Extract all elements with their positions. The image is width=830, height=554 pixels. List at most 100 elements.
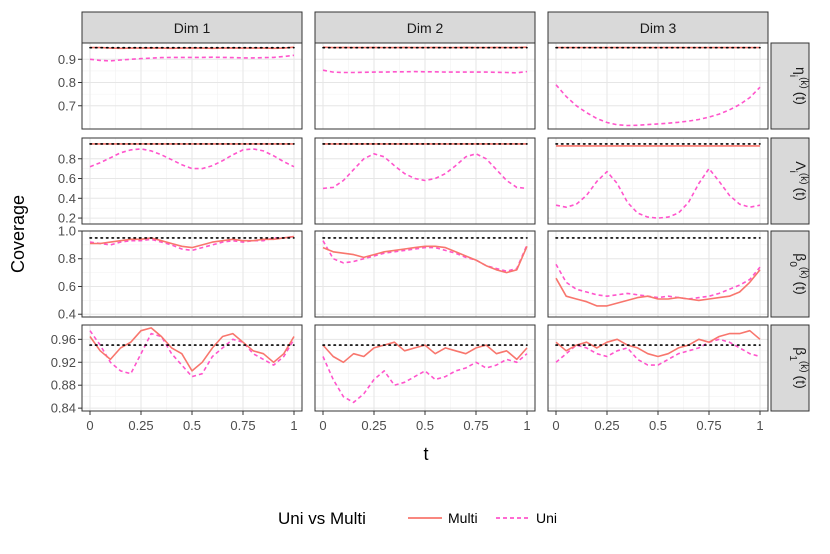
panel-border: [314, 230, 536, 318]
facet-strip-row-label: β1(k) (t): [788, 347, 810, 389]
facet-strip-col-bg: [81, 11, 303, 44]
x-tick-label: 0.5: [649, 418, 667, 433]
facet-panel: 0.2 0.4 0.6 0.8: [58, 137, 303, 226]
facet-panel: [314, 230, 536, 318]
x-tick-label: 1: [290, 418, 297, 433]
x-tick-label: 1: [523, 418, 530, 433]
y-tick-label: 0.84: [51, 401, 76, 416]
y-tick-label: 0.7: [58, 98, 76, 113]
x-tick-label: 0: [319, 418, 326, 433]
facet-strip-row-argument: (t): [793, 282, 809, 295]
x-tick-label: 0.75: [463, 418, 488, 433]
facet-strip-col-label: Dim 3: [640, 20, 677, 36]
facet-strip-row-label: β0(k) (t): [788, 253, 810, 295]
facet-strip-row-symbol: β: [793, 253, 809, 261]
facet-strip-col-label: Dim 2: [407, 20, 444, 36]
facet-strip-row-subscript: 0: [788, 261, 799, 267]
facet-strip-row-superscript: (k): [799, 173, 810, 185]
series-line-uni: [89, 148, 295, 170]
y-tick-label: 0.6: [58, 279, 76, 294]
y-tick-label: 0.6: [58, 171, 76, 186]
y-tick-label: 0.8: [58, 251, 76, 266]
y-tick-label: 0.8: [58, 151, 76, 166]
series-line-multi: [90, 235, 295, 249]
legend-entry: Multi: [408, 510, 478, 526]
facet-strip-row-bg: [770, 42, 810, 130]
series-line-uni: [322, 69, 528, 74]
x-tick-label: 0.25: [594, 418, 619, 433]
facet-panel: [314, 137, 536, 225]
facet-strip-col: Dim 1: [81, 11, 303, 44]
facet-panel: [547, 42, 769, 130]
facet-strip-row: Λi(k) (t): [770, 137, 810, 225]
panel-border: [547, 42, 769, 130]
facet-strip-row-bg: [770, 137, 810, 225]
facet-panel: [547, 137, 769, 225]
facet-panel: 0 0.25 0.5 0.75 1: [547, 324, 769, 433]
legend: Uni vs Multi Multi Uni: [278, 509, 557, 528]
facet-strip-col: Dim 2: [314, 11, 536, 44]
y-tick-label: 0.96: [51, 332, 76, 347]
x-tick-label: 0.25: [128, 418, 153, 433]
facet-strip-row-argument: (t): [793, 188, 809, 201]
x-tick-label: 0.75: [230, 418, 255, 433]
y-tick-label: 0.9: [58, 52, 76, 67]
panel-border: [314, 42, 536, 130]
panel-border: [547, 137, 769, 225]
facet-strip-row-subscript: 1: [788, 355, 799, 361]
panel-border: [314, 137, 536, 225]
facet-strip-col-bg: [314, 11, 536, 44]
y-tick-label: 0.92: [51, 355, 76, 370]
series-line-uni: [322, 153, 528, 190]
facet-strip-row-subscript: i: [788, 75, 799, 77]
facet-panel: 0.4 0.6 0.8 1.0: [58, 224, 303, 322]
y-axis-title: Coverage: [8, 195, 28, 273]
facet-strip-row-superscript: (k): [799, 267, 810, 279]
series-line-uni: [555, 338, 761, 366]
facet-strip-row-argument: (t): [793, 92, 809, 105]
x-tick-label: 0.75: [696, 418, 721, 433]
facet-panels: Dim 1 Dim 2 Dim 3ηi(k)(t)Λi(k)(t)β0(k)(t)β…: [51, 11, 810, 433]
facet-strip-row-bg: [770, 324, 810, 412]
series-line-uni: [555, 263, 761, 300]
facet-strip-row-symbol: η: [793, 67, 809, 75]
x-tick-label: 0.25: [361, 418, 386, 433]
y-tick-label: 0.2: [58, 211, 76, 226]
facet-strip-row-argument: (t): [793, 376, 809, 389]
series-line-multi: [555, 329, 761, 358]
facet-strip-row: β1(k) (t): [770, 324, 810, 412]
facet-strip-row-superscript: (k): [799, 361, 810, 373]
series-line-uni: [322, 240, 528, 272]
series-line-uni: [89, 54, 295, 62]
x-tick-label: 0: [552, 418, 559, 433]
facet-panel: [547, 230, 769, 318]
panel-border: [81, 42, 303, 130]
facet-strip-row: ηi(k) (t): [770, 42, 810, 130]
y-tick-label: 0.4: [58, 191, 76, 206]
y-tick-label: 1.0: [58, 224, 76, 239]
legend-title: Uni vs Multi: [278, 509, 366, 528]
panel-border: [547, 230, 769, 318]
facet-strip-row-symbol: Λ: [793, 161, 809, 171]
facet-strip-col-label: Dim 1: [174, 20, 211, 36]
facet-strip-row-label: Λi(k) (t): [788, 161, 810, 200]
legend-entry: Uni: [496, 510, 557, 526]
facet-strip-row: β0(k) (t): [770, 230, 810, 318]
facet-strip-row-symbol: β: [793, 347, 809, 355]
panel-border: [81, 137, 303, 225]
series-line-multi: [322, 341, 528, 364]
x-tick-label: 1: [756, 418, 763, 433]
facet-strip-col: Dim 3: [547, 11, 769, 44]
y-tick-label: 0.88: [51, 378, 76, 393]
facet-panel: 0.7 0.8 0.9: [58, 42, 303, 130]
x-tick-label: 0.5: [183, 418, 201, 433]
facet-strip-row-superscript: (k): [799, 77, 810, 89]
y-tick-label: 0.4: [58, 307, 76, 322]
facet-panel: [314, 42, 536, 130]
facet-strip-row-bg: [770, 230, 810, 318]
series-line-uni: [555, 84, 761, 127]
x-tick-label: 0.5: [416, 418, 434, 433]
legend-label-uni: Uni: [536, 510, 557, 526]
x-axis-title: t: [423, 444, 428, 464]
